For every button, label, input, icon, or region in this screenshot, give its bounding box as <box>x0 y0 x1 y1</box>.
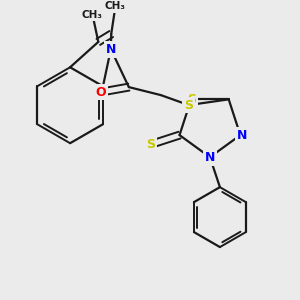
Text: N: N <box>237 129 247 142</box>
Text: S: S <box>146 138 155 151</box>
Text: S: S <box>187 93 196 106</box>
Text: N: N <box>205 151 215 164</box>
Text: O: O <box>96 85 106 99</box>
Text: S: S <box>184 99 193 112</box>
Text: CH₃: CH₃ <box>82 10 103 20</box>
Text: N: N <box>106 43 116 56</box>
Text: CH₃: CH₃ <box>105 2 126 11</box>
Text: S: S <box>184 99 193 112</box>
